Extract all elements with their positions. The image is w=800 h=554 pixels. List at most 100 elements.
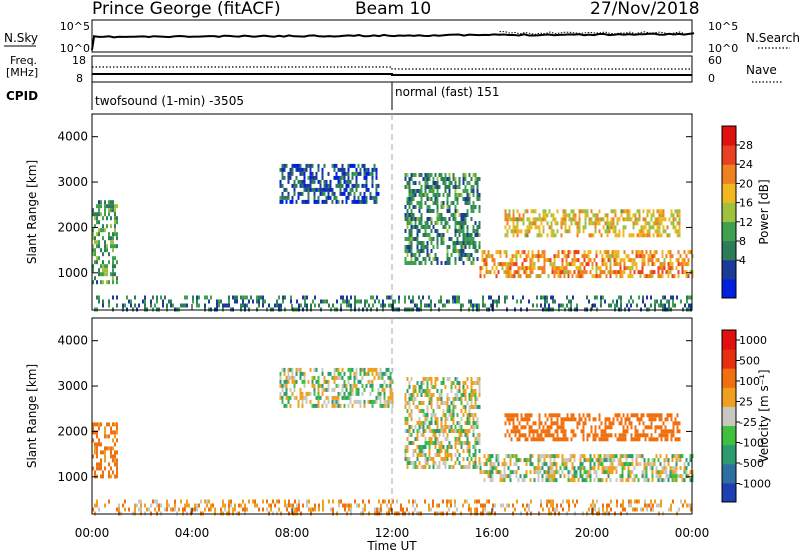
heatmap-cell — [571, 466, 574, 471]
heatmap-cell — [94, 442, 96, 447]
heatmap-cell — [314, 503, 316, 508]
heatmap-cell — [438, 193, 441, 197]
heatmap-cell — [528, 417, 531, 422]
heatmap-cell — [650, 503, 652, 508]
heatmap-cell — [527, 250, 530, 255]
heatmap-cell — [389, 371, 392, 376]
heatmap-cell — [422, 409, 425, 413]
heatmap-cell — [383, 399, 386, 404]
heatmap-cell — [577, 270, 580, 275]
heatmap-cell — [408, 295, 410, 300]
heatmap-cell — [408, 229, 411, 233]
heatmap-cell — [488, 499, 490, 504]
heatmap-cell — [621, 478, 624, 483]
heatmap-cell — [422, 295, 424, 300]
heatmap-cell — [428, 303, 430, 308]
heatmap-cell — [418, 205, 421, 209]
heatmap-cell — [562, 217, 565, 222]
colorbar-segment — [722, 164, 736, 184]
heatmap-cell — [281, 175, 284, 180]
heatmap-cell — [545, 478, 548, 483]
heatmap-cell — [551, 474, 554, 479]
heatmap-cell — [94, 503, 96, 508]
heatmap-cell — [106, 244, 108, 249]
heatmap-cell — [657, 478, 660, 483]
heatmap-cell — [621, 258, 624, 263]
heatmap-cell — [337, 371, 340, 376]
heatmap-cell — [468, 193, 471, 197]
heatmap-cell — [626, 425, 629, 430]
heatmap-cell — [548, 425, 551, 430]
heatmap-cell — [466, 253, 469, 257]
heatmap-cell — [112, 256, 114, 261]
heatmap-cell — [565, 258, 568, 263]
heatmap-cell — [312, 299, 314, 304]
heatmap-cell — [434, 377, 437, 381]
heatmap-cell — [521, 262, 524, 267]
heatmap-cell — [600, 303, 602, 308]
heatmap-cell — [430, 303, 432, 308]
heatmap-cell — [536, 217, 539, 222]
heatmap-cell — [571, 454, 574, 459]
heatmap-cell — [534, 225, 537, 230]
heatmap-cell — [309, 187, 312, 192]
heatmap-cell — [369, 191, 372, 196]
heatmap-cell — [476, 303, 478, 308]
heatmap-cell — [651, 462, 654, 467]
heatmap-cell — [94, 470, 96, 475]
heatmap-cell — [557, 250, 560, 255]
heatmap-cell — [478, 205, 481, 209]
heatmap-cell — [426, 185, 429, 189]
heatmap-cell — [690, 507, 692, 512]
heatmap-cell — [678, 217, 681, 222]
heatmap-cell — [476, 507, 478, 512]
heatmap-cell — [301, 171, 304, 176]
heatmap-cell — [428, 457, 431, 461]
heatmap-cell — [626, 417, 629, 422]
heatmap-cell — [291, 171, 294, 176]
heatmap-cell — [343, 187, 346, 192]
heatmap-cell — [575, 474, 578, 479]
heatmap-cell — [595, 250, 598, 255]
heatmap-cell — [623, 466, 626, 471]
heatmap-cell — [102, 268, 104, 273]
heatmap-cell — [593, 478, 596, 483]
heatmap-cell — [444, 425, 447, 429]
heatmap-cell — [587, 250, 590, 255]
heatmap-cell — [108, 474, 110, 479]
heatmap-cell — [376, 295, 378, 300]
heatmap-cell — [617, 250, 620, 255]
heatmap-cell — [110, 240, 112, 245]
heatmap-cell — [462, 181, 465, 185]
heatmap-cell — [476, 441, 479, 445]
heatmap-cell — [472, 185, 475, 189]
heatmap-cell — [327, 187, 330, 192]
heatmap-cell — [418, 409, 421, 413]
heatmap-cell — [106, 224, 108, 229]
heatmap-cell — [98, 212, 100, 217]
heatmap-cell — [323, 183, 326, 188]
heatmap-cell — [426, 457, 429, 461]
heatmap-cell — [566, 437, 569, 442]
heatmap-cell — [604, 229, 607, 234]
heatmap-cell — [440, 425, 443, 429]
heatmap-cell — [639, 254, 642, 259]
heatmap-cell — [587, 258, 590, 263]
heatmap-cell — [335, 383, 338, 388]
heatmap-cell — [364, 299, 366, 304]
heatmap-cell — [540, 429, 543, 434]
heatmap-cell — [240, 503, 242, 508]
heatmap-cell — [610, 303, 612, 308]
heatmap-cell — [426, 377, 429, 381]
heatmap-cell — [416, 249, 419, 253]
heatmap-cell — [438, 449, 441, 453]
heatmap-cell — [516, 413, 519, 418]
heatmap-cell — [170, 303, 172, 308]
heatmap-cell — [412, 299, 414, 304]
heatmap-cell — [337, 383, 340, 388]
heatmap-cell — [363, 387, 366, 392]
heatmap-cell — [281, 399, 284, 404]
heatmap-cell — [420, 249, 423, 253]
heatmap-cell — [375, 167, 378, 172]
heatmap-cell — [347, 171, 350, 176]
